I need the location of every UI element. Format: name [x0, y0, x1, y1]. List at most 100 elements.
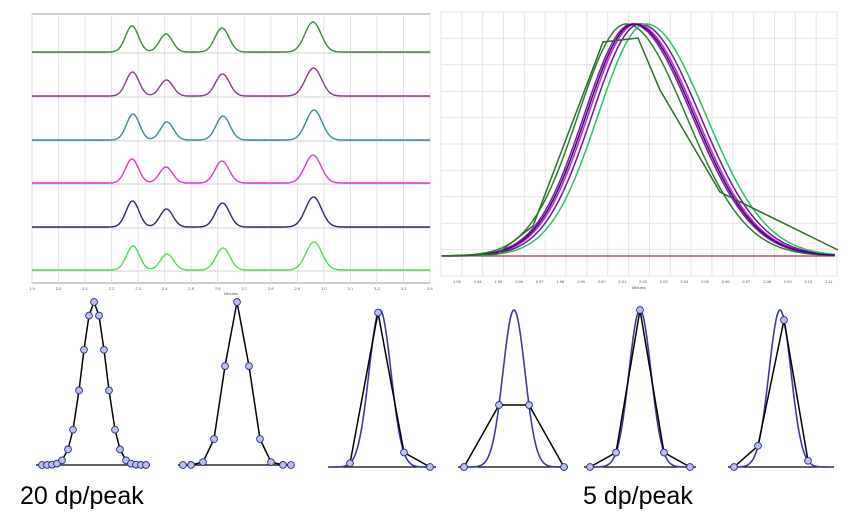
overlay-coarse-trace	[440, 37, 839, 257]
overlay-x-tick-label: 1.99	[577, 279, 586, 284]
overlay-x-tick-label: 2.00	[598, 279, 607, 284]
overlay-x-tick-label: 2.07	[742, 279, 751, 284]
sample-point	[730, 463, 738, 471]
sample-point	[804, 456, 812, 465]
traces-x-tick-label: 2.7	[241, 286, 247, 291]
chromatogram-trace	[32, 154, 430, 184]
sample-point	[460, 463, 468, 471]
sample-point	[95, 311, 103, 320]
sample-point	[179, 461, 187, 469]
overlay-x-tick-label: 2.06	[722, 279, 731, 284]
overlay-x-tick-label: 2.05	[701, 279, 710, 284]
sample-point	[116, 445, 124, 454]
overlay-x-tick-label: 2.04	[680, 279, 689, 284]
sample-point	[221, 362, 229, 370]
sample-point	[64, 445, 72, 454]
overlay-x-axis-label: Minutes	[632, 285, 646, 290]
overlay-x-tick-label: 2.11	[825, 279, 833, 284]
sample-point	[612, 448, 620, 457]
caption-5-dp-per-peak: 5 dp/peak	[583, 482, 693, 510]
traces-x-tick-label: 2.2	[109, 286, 115, 291]
stacked-traces-panel: 1.9 2.0 2.1 2.2 2.3 2.4 2.5 2.6 2.7 2.8 2.9 3.0 3.1 3…	[29, 13, 434, 296]
sample-point	[400, 448, 408, 457]
traces-x-tick-label: 3.0	[321, 286, 327, 291]
sample-point	[210, 435, 218, 443]
sample-point	[69, 425, 77, 434]
traces-x-tick-label: 2.0	[56, 286, 62, 291]
sampled-peak-line	[182, 301, 292, 466]
sample-point	[426, 463, 434, 471]
overlay-x-tick-label: 2.08	[763, 279, 772, 284]
sample-point	[495, 401, 503, 409]
overlay-peak-trace	[442, 23, 836, 257]
overlay-x-tick-label: 2.09	[784, 279, 793, 284]
true-peak-curve	[328, 309, 432, 468]
chromatogram-trace	[32, 109, 430, 141]
sample-point	[187, 461, 195, 469]
chromatogram-trace	[32, 67, 430, 97]
sample-point	[560, 463, 568, 471]
sample-point	[233, 298, 241, 306]
sample-point	[267, 458, 275, 466]
overlay-peak-panel: 1.93 1.94 1.95 1.96 1.97 1.98 1.99 2.00 2.01 2.02…	[440, 11, 839, 290]
overlay-x-tick-label: 1.98	[556, 279, 565, 284]
peak-5dp-d	[728, 309, 834, 471]
overlay-x-tick-label: 2.02	[639, 279, 648, 284]
sample-point	[100, 345, 108, 354]
traces-x-axis-label: Minutes	[224, 291, 238, 296]
sample-point	[75, 386, 83, 395]
overlay-x-tick-label: 2.01	[618, 279, 627, 284]
traces-x-tick-label: 3.2	[374, 286, 380, 291]
chromatogram-trace	[32, 196, 430, 228]
overlay-x-tick-label: 1.94	[474, 279, 483, 284]
overlay-peak-trace	[442, 23, 836, 257]
true-peak-curve	[588, 309, 692, 468]
sample-point	[245, 362, 253, 370]
traces-x-tick-label: 2.1	[82, 286, 88, 291]
sample-point	[780, 316, 788, 324]
chromatogram-trace	[32, 21, 430, 53]
sample-point	[279, 461, 287, 469]
chromatogram-trace	[32, 241, 430, 271]
peak-5dp-c	[584, 306, 696, 471]
overlay-x-tick-label: 2.03	[660, 279, 669, 284]
sampling-peaks-row	[36, 298, 834, 471]
sample-point	[754, 441, 762, 450]
traces-x-tick-label: 2.6	[215, 286, 221, 291]
sampled-peak-line	[41, 299, 147, 466]
traces-x-tick-label: 2.3	[135, 286, 141, 291]
peak-5dp-a	[328, 308, 436, 471]
traces-plot-frame	[31, 13, 431, 284]
sample-point	[287, 461, 295, 469]
sample-point	[90, 298, 98, 306]
sample-point	[374, 308, 382, 317]
sample-point	[105, 386, 113, 395]
peak-5dp-b	[458, 309, 568, 471]
overlay-x-tick-label: 1.96	[515, 279, 524, 284]
true-peak-curve	[462, 309, 566, 468]
sampled-peak-line	[733, 319, 809, 468]
traces-x-tick-label: 2.9	[295, 286, 301, 291]
sample-point	[636, 306, 644, 314]
sample-point	[586, 463, 594, 471]
true-peak-curve	[728, 309, 832, 468]
sampled-peak-line	[349, 312, 431, 468]
sample-point	[525, 401, 533, 409]
sample-point	[58, 456, 66, 465]
traces-x-tick-label: 2.8	[268, 286, 274, 291]
traces-x-tick-label: 2.5	[188, 286, 194, 291]
sampled-peak-line	[589, 309, 691, 468]
sample-point	[256, 435, 264, 443]
sample-point	[346, 459, 354, 468]
traces-x-tick-label: 3.4	[427, 286, 433, 291]
sample-point	[142, 461, 150, 469]
overlay-x-tick-label: 1.93	[453, 279, 462, 284]
overlay-x-tick-label: 2.10	[804, 279, 813, 284]
traces-x-tick-label: 3.3	[401, 286, 407, 291]
sample-point	[80, 345, 88, 354]
traces-x-tick-label: 3.1	[348, 286, 354, 291]
traces-x-tick-label: 1.9	[29, 286, 35, 291]
traces-x-tick-label: 2.4	[162, 286, 168, 291]
sampled-peak-line	[463, 404, 565, 468]
peak-20dp-b	[178, 298, 295, 469]
